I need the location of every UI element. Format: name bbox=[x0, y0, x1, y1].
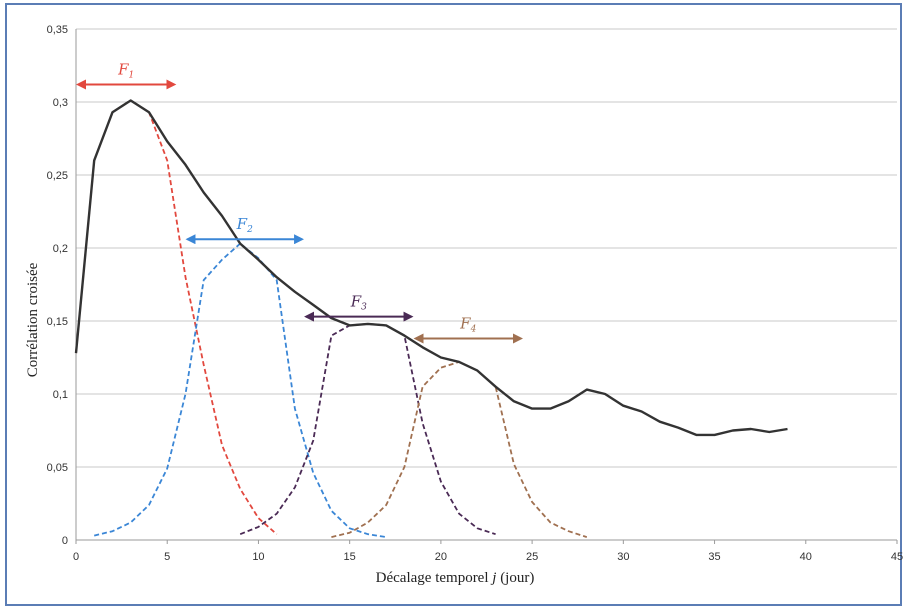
y-tick-label: 0,2 bbox=[53, 243, 68, 255]
y-tick-label: 0,3 bbox=[53, 97, 68, 109]
y-tick-label: 0,15 bbox=[47, 316, 68, 328]
series-line-family-2 bbox=[93, 242, 387, 538]
x-tick-label: 20 bbox=[435, 551, 447, 563]
grid-lines bbox=[76, 28, 897, 468]
x-tick-label: 0 bbox=[73, 551, 79, 563]
family-label: F2 bbox=[236, 215, 253, 235]
x-tick-label: 30 bbox=[617, 551, 629, 563]
family-label: F1 bbox=[117, 60, 134, 80]
family-label: F3 bbox=[350, 293, 367, 313]
family-annotations: F1 F2 F3 F4 bbox=[76, 60, 523, 344]
series-line-cross-correlation bbox=[74, 99, 788, 437]
y-tick-labels: 0 0,05 0,1 0,15 0,2 0,25 0,3 0,35 bbox=[47, 24, 68, 547]
series-line-family-4 bbox=[331, 360, 588, 538]
y-tick-label: 0,05 bbox=[47, 462, 68, 474]
x-tick-labels: 0 5 10 15 20 25 30 35 40 45 bbox=[73, 540, 903, 563]
y-tick-label: 0,25 bbox=[47, 170, 68, 182]
axes bbox=[75, 29, 897, 541]
series-lines bbox=[74, 99, 788, 538]
y-tick-label: 0,1 bbox=[53, 389, 68, 401]
x-tick-label: 15 bbox=[344, 551, 356, 563]
y-axis-title: Corrélation croisée bbox=[25, 262, 41, 377]
x-tick-label: 10 bbox=[252, 551, 264, 563]
series-line-family-3 bbox=[239, 322, 496, 536]
series-line-family-1 bbox=[75, 99, 278, 535]
x-tick-label: 5 bbox=[164, 551, 170, 563]
x-axis-title: Décalage temporel j (jour) bbox=[376, 570, 535, 586]
chart-frame bbox=[5, 3, 902, 606]
x-tick-label: 40 bbox=[800, 551, 812, 563]
y-tick-label: 0 bbox=[62, 535, 68, 547]
x-tick-label: 25 bbox=[526, 551, 538, 563]
y-tick-label: 0,35 bbox=[47, 24, 68, 36]
x-tick-label: 45 bbox=[891, 551, 903, 563]
x-tick-label: 35 bbox=[708, 551, 720, 563]
family-label: F4 bbox=[459, 315, 476, 335]
